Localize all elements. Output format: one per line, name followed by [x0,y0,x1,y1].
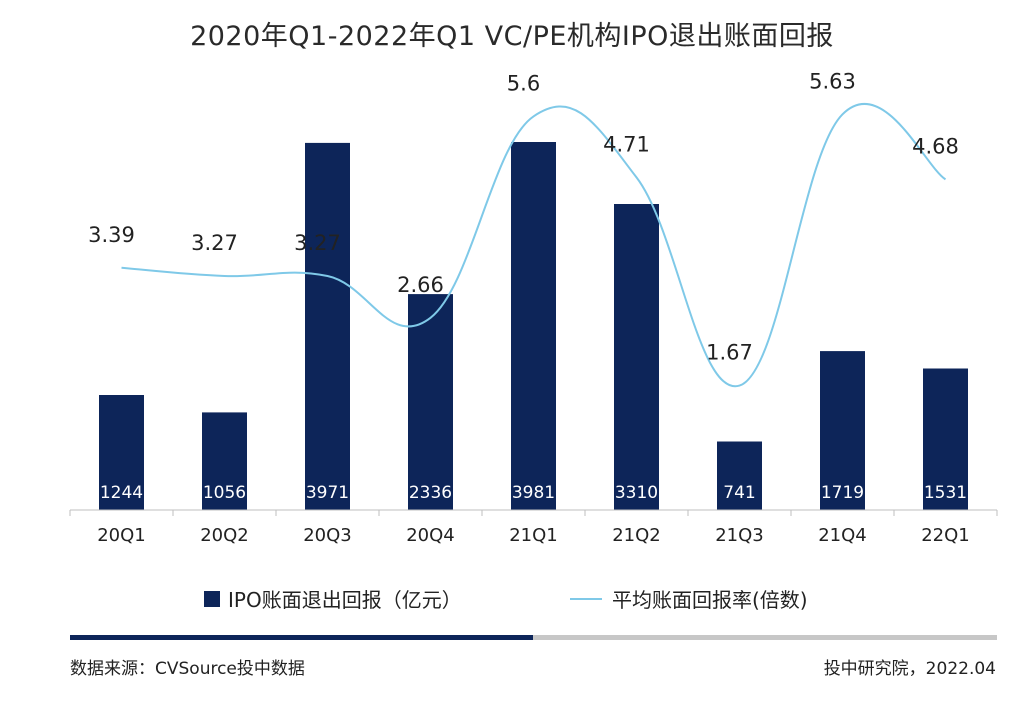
legend-line-swatch [570,597,602,600]
x-tick-label: 20Q3 [303,525,352,546]
bar-value-label: 3310 [615,483,658,503]
footer-rule-light [533,635,997,640]
bar-value-label: 1719 [821,483,864,503]
bar-value-label: 1056 [203,483,246,503]
line-value-labels: 3.39 3.27 3.27 2.66 5.6 4.71 1.67 5.63 4.68 [88,69,959,364]
line-value-label: 1.67 [706,341,753,365]
bar-value-labels: 1244 1056 3971 2336 3981 3310 741 1719 1531 [100,483,967,503]
bar-21Q3 [717,441,762,510]
bar-value-label: 3971 [306,483,349,503]
x-axis [69,509,998,516]
bar-21Q4 [820,351,865,510]
bar-21Q2 [614,204,659,510]
line-value-label: 3.27 [191,231,238,255]
bar-value-label: 2336 [409,483,452,503]
line-series [121,103,947,388]
bar-value-label: 1244 [100,483,143,503]
bar-20Q3 [305,142,350,510]
x-tick-label: 20Q2 [200,525,249,546]
legend-item-line: 平均账面回报率(倍数) [570,584,808,613]
bar-20Q2 [202,412,247,510]
x-tick-label: 21Q3 [715,525,764,546]
legend-line-label: 平均账面回报率(倍数) [612,588,808,612]
data-source: 数据来源：CVSource投中数据 [70,659,305,679]
bar-value-label: 741 [723,483,755,503]
bar-value-label: 1531 [924,483,967,503]
legend-bar-swatch [204,590,220,607]
bar-21Q1 [511,142,556,510]
line-value-label: 5.6 [507,71,540,95]
line-value-label: 3.39 [88,223,135,247]
x-tick-label: 21Q4 [818,525,867,546]
line-value-label: 3.27 [294,231,341,255]
x-axis-ticks: 20Q1 20Q2 20Q3 20Q4 21Q1 21Q2 21Q3 21Q4 22Q1 [97,525,970,546]
legend-item-bar: IPO账面退出回报（亿元） [204,584,462,613]
x-tick-label: 20Q1 [97,525,146,546]
x-tick-label: 21Q1 [509,525,558,546]
line-value-label: 4.71 [603,132,650,156]
bar-series [99,142,968,510]
bar-20Q4 [408,294,453,510]
footer-rule-dark [70,635,533,640]
x-tick-label: 21Q2 [612,525,661,546]
bar-22Q1 [923,368,968,510]
legend-bar-label: IPO账面退出回报（亿元） [228,588,462,612]
legend: IPO账面退出回报（亿元） 平均账面回报率(倍数) [0,584,1024,614]
bar-20Q1 [99,395,144,510]
x-tick-label: 20Q4 [406,525,455,546]
report-credit: 投中研究院，2022.04 [823,659,996,679]
line-value-label: 5.63 [809,69,856,93]
bar-value-label: 3981 [512,483,555,503]
line-value-label: 4.68 [912,134,959,158]
chart-title: 2020年Q1-2022年Q1 VC/PE机构IPO退出账面回报 [190,21,834,52]
line-value-label: 2.66 [397,273,444,297]
x-tick-label: 22Q1 [921,525,970,546]
